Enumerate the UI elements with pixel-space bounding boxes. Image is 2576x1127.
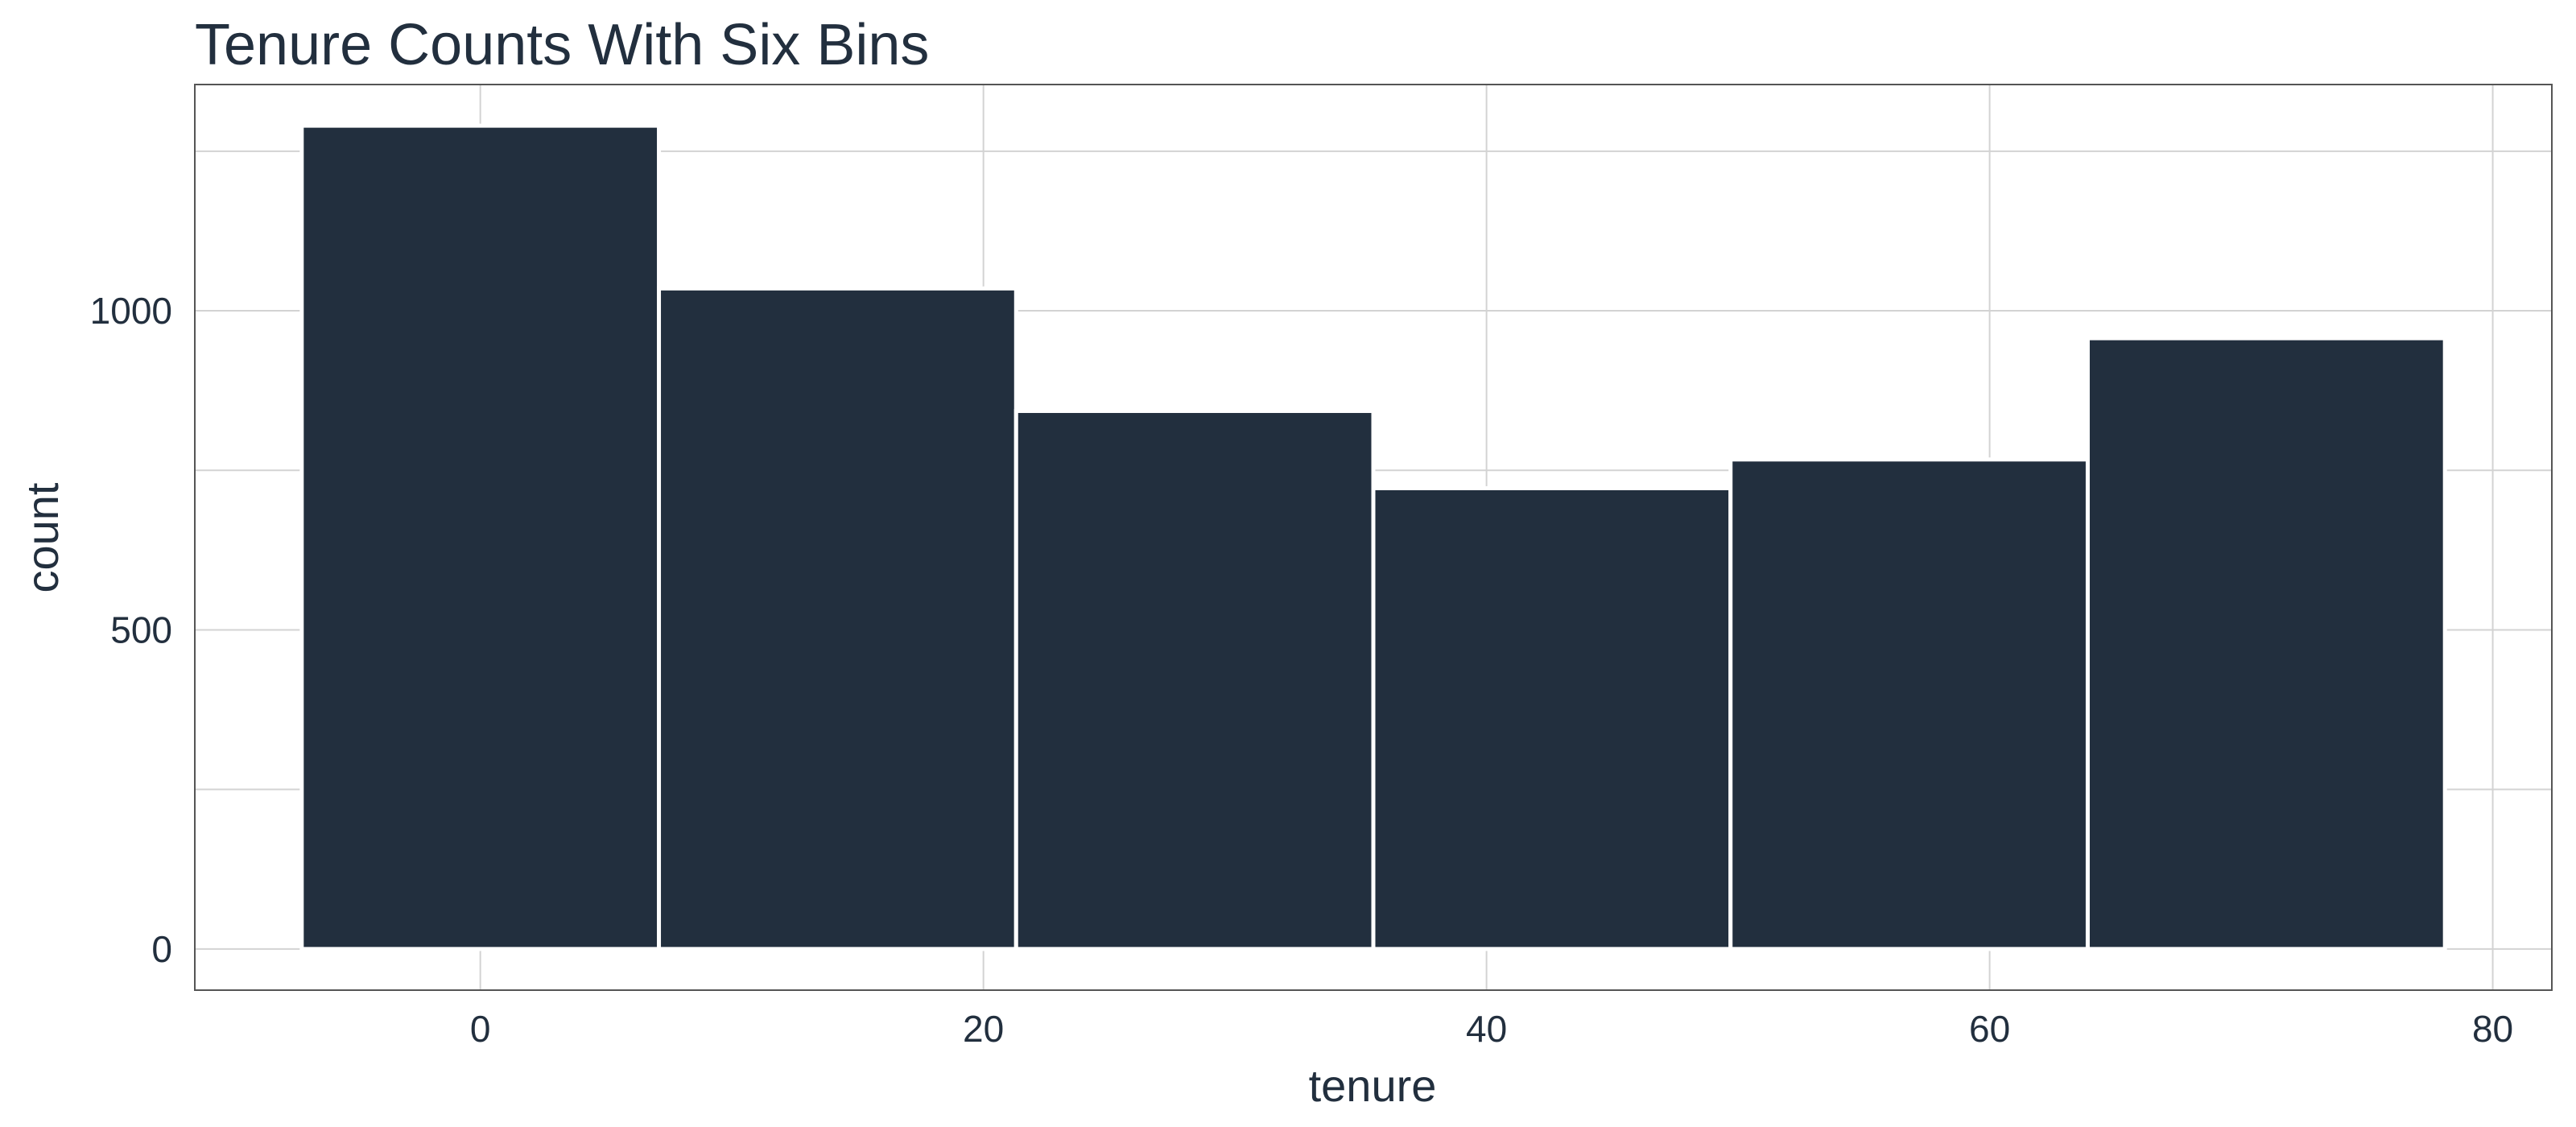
histogram-bar (657, 286, 1018, 952)
bars (299, 123, 2447, 952)
x-tick-label: 20 (963, 1008, 1004, 1050)
tick-labels: 0 20 40 60 80 0 500 1000 (90, 290, 2513, 1050)
panel-border (194, 84, 2553, 991)
x-axis-label: tenure (1309, 1060, 1437, 1111)
y-tick-label: 500 (110, 609, 172, 650)
chart-title: Tenure Counts With Six Bins (195, 13, 929, 77)
histogram-bar (1371, 485, 1733, 952)
x-tick-label: 40 (1466, 1008, 1507, 1050)
histogram-bar (2085, 336, 2447, 952)
histogram-bar (1728, 457, 2090, 952)
x-tick-label: 80 (2472, 1008, 2513, 1050)
x-tick-label: 60 (1969, 1008, 2010, 1050)
histogram-bar (299, 123, 662, 952)
y-tick-label: 0 (151, 928, 172, 970)
y-tick-label: 1000 (90, 290, 172, 332)
x-tick-label: 0 (470, 1008, 491, 1050)
y-axis-label: count (17, 482, 68, 592)
histogram-bar (1013, 409, 1376, 952)
